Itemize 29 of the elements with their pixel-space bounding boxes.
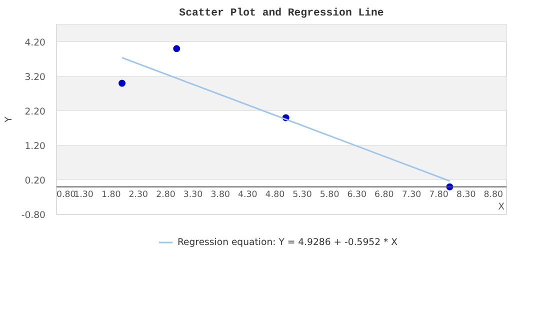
y-tick-label: -0.80: [21, 210, 46, 221]
x-tick-label: 6.80: [374, 190, 394, 200]
x-tick-label: 8.80: [484, 190, 504, 200]
x-tick-label: 7.30: [402, 190, 422, 200]
x-tick-label: 7.80: [429, 190, 448, 200]
x-tick-label: 5.30: [292, 190, 312, 200]
x-tick-label: 3.80: [210, 190, 230, 200]
y-tick-label: 0.20: [24, 175, 46, 186]
x-tick-label: 4.30: [238, 190, 258, 200]
y-tick-label: 4.20: [24, 37, 46, 48]
y-tick-label: 1.20: [24, 140, 46, 152]
chart-title: Scatter Plot and Regression Line: [179, 8, 384, 20]
x-tick-label: 1.80: [101, 190, 121, 200]
x-tick-label: 6.30: [347, 190, 367, 200]
x-tick-label: 4.80: [265, 190, 285, 200]
x-axis-title: X: [498, 202, 506, 212]
y-axis-title: Y: [3, 116, 14, 124]
x-tick-label: 2.80: [156, 190, 176, 200]
x-tick-label: 0.80: [56, 190, 76, 200]
x-tick-label: 1.30: [74, 190, 94, 200]
y-tick-label: 2.20: [24, 106, 46, 118]
y-tick-label: 3.20: [24, 72, 46, 83]
legend-label: Regression equation: Y = 4.9286 + -0.5952 * X: [177, 236, 398, 248]
point: [118, 80, 126, 87]
x-tick-label: 5.80: [320, 190, 340, 200]
x-tick-label: 3.30: [183, 190, 203, 200]
point: [173, 45, 180, 52]
x-tick-label: 2.30: [128, 190, 148, 200]
x-tick-label: 8.30: [456, 190, 476, 200]
